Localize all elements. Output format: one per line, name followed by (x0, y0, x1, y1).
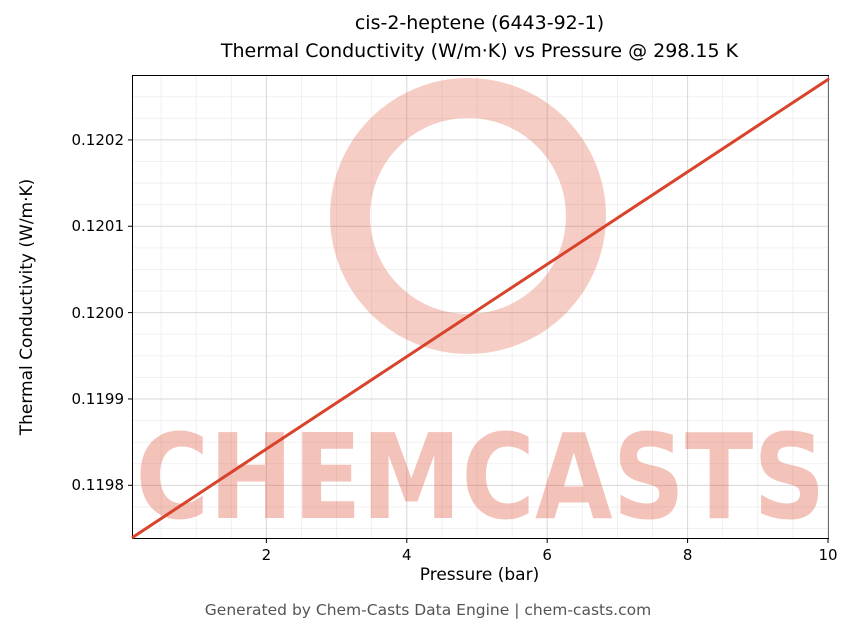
footer-text: Generated by Chem-Casts Data Engine | ch… (204, 601, 652, 619)
x-tick-label: 8 (682, 546, 693, 564)
y-tick-label: 0.1202 (71, 130, 125, 149)
watermark-text: CHEMCASTS (136, 408, 826, 546)
x-tick-label: 4 (402, 546, 412, 564)
plot-area: CHEMCASTS 2 4 6 8 10 0.1198 0.1199 0.1200 0.1201… (72, 75, 838, 564)
x-axis-label: Pressure (bar) (419, 565, 540, 585)
chart-title-line2: Thermal Conductivity (W/m·K) vs Pressure… (220, 39, 739, 62)
y-tick-label: 0.1201 (71, 217, 125, 236)
x-tick-label: 6 (542, 546, 552, 564)
y-tick-label: 0.1200 (71, 303, 125, 322)
x-tick-label: 2 (261, 546, 272, 564)
chart-title-line1: cis-2-heptene (6443-92-1) (354, 12, 605, 34)
watermark-ring (330, 78, 606, 354)
plot-svg: CHEMCASTS (128, 76, 830, 546)
y-axis-label: Thermal Conductivity (W/m·K) (17, 178, 37, 436)
y-tick-label: 0.1198 (71, 476, 125, 495)
x-tick-label: 10 (818, 546, 838, 564)
data-line (131, 77, 830, 539)
chart-title: cis-2-heptene (6443-92-1) Thermal Conduc… (132, 10, 827, 65)
y-tick-label: 0.1199 (71, 389, 125, 408)
